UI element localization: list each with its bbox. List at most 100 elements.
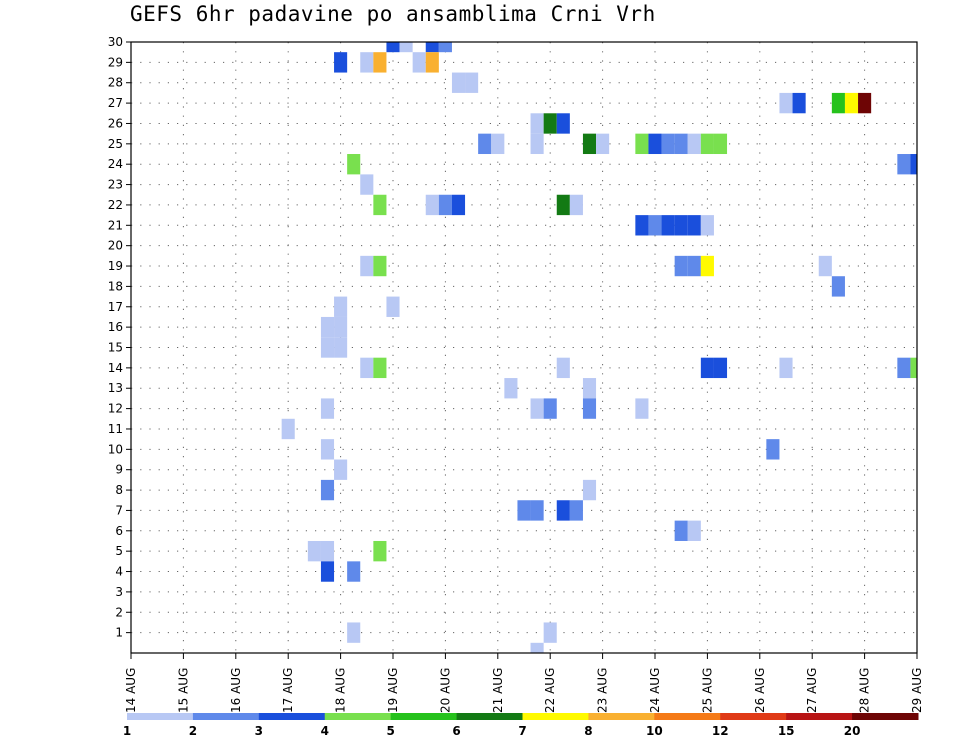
precip-cell <box>320 316 335 338</box>
precip-cell <box>569 500 583 521</box>
y-tick-label: 30 <box>108 35 123 49</box>
precip-cell <box>334 459 348 480</box>
y-tick-label: 21 <box>108 218 123 232</box>
x-axis-labels: 14 AUG 15 AUG 16 AUG 17 AUG 18 AUG 19 AUG 20 A… <box>124 668 924 713</box>
precip-cell <box>582 133 597 155</box>
x-tick-label: 24 AUG <box>648 668 662 713</box>
y-tick-label: 1 <box>115 626 123 640</box>
y-tick-label: 7 <box>115 503 123 517</box>
colorbar-label: 20 <box>844 724 861 738</box>
y-tick-label: 28 <box>108 76 123 90</box>
y-tick-label: 3 <box>115 585 123 599</box>
precip-cell <box>320 479 335 501</box>
precip-cell <box>661 215 675 236</box>
colorbar-labels: 1 2 3 4 5 6 7 8 10 12 15 20 <box>123 724 861 738</box>
y-tick-label: 29 <box>108 55 123 69</box>
precip-cell <box>360 357 374 379</box>
precip-cell <box>530 398 544 419</box>
precip-cell <box>399 42 413 53</box>
chart-title: GEFS 6hr padavine po ansamblima Crni Vrh <box>130 2 656 26</box>
precip-cells <box>281 42 917 653</box>
precip-cell <box>543 622 557 643</box>
precip-cell <box>582 479 597 501</box>
precip-cell <box>438 194 452 216</box>
precip-cell <box>347 561 361 582</box>
precip-cell <box>569 194 583 216</box>
precip-cell <box>373 194 387 216</box>
precip-cell <box>543 113 557 134</box>
precip-cell <box>858 92 872 114</box>
precip-cell <box>438 42 452 53</box>
y-tick-label: 10 <box>108 442 123 456</box>
precip-cell <box>700 215 714 236</box>
precip-cell <box>530 500 544 521</box>
precip-cell <box>556 194 570 216</box>
precip-cell <box>386 296 400 317</box>
y-tick-label: 25 <box>108 137 123 151</box>
precip-cell <box>307 540 321 562</box>
precip-cell <box>360 52 374 73</box>
precip-cell <box>831 276 845 297</box>
colorbar-swatch <box>786 713 853 720</box>
precip-cell <box>320 439 335 460</box>
precip-cell <box>713 133 728 155</box>
y-tick-label: 9 <box>115 463 123 477</box>
precip-cell <box>910 154 917 175</box>
precip-cell <box>687 520 701 541</box>
colorbar-swatch <box>390 713 458 720</box>
x-tick-label: 17 AUG <box>281 668 295 713</box>
y-tick-label: 5 <box>115 544 123 558</box>
x-tick-label: 19 AUG <box>386 668 400 713</box>
precip-cell <box>530 642 544 653</box>
colorbar-label: 5 <box>386 724 394 738</box>
y-tick-label: 24 <box>108 157 123 171</box>
precip-cell <box>334 337 348 358</box>
x-tick-label: 29 AUG <box>910 668 924 713</box>
precip-cell <box>766 439 780 460</box>
plot-frame <box>130 41 918 654</box>
precip-cell <box>530 133 544 155</box>
precip-cell <box>897 357 911 379</box>
precip-cell <box>556 500 570 521</box>
colorbar-swatch <box>852 713 919 720</box>
precip-cell <box>897 154 911 175</box>
precip-cell <box>582 398 597 419</box>
precip-cell <box>347 622 361 643</box>
precip-cell <box>648 215 662 236</box>
precip-cell <box>360 174 374 195</box>
colorbar-label: 3 <box>255 724 263 738</box>
colorbar-swatch <box>324 713 392 720</box>
precip-cell <box>648 133 662 155</box>
x-tick-label: 27 AUG <box>805 668 819 713</box>
precip-cell <box>700 255 714 277</box>
grid-lines <box>131 41 917 653</box>
precip-cell <box>517 500 531 521</box>
precip-cell <box>320 540 335 562</box>
y-tick-label: 20 <box>108 239 123 253</box>
precip-cell <box>844 92 859 114</box>
precip-cell <box>687 215 701 236</box>
x-tick-label: 18 AUG <box>334 668 348 713</box>
precip-cell <box>320 398 335 419</box>
precip-cell <box>661 133 675 155</box>
colorbar-label: 10 <box>646 724 663 738</box>
precip-cell <box>530 113 544 134</box>
y-tick-label: 26 <box>108 116 123 130</box>
colorbar-label: 4 <box>321 724 329 738</box>
colorbar-swatch <box>456 713 523 720</box>
precip-cell <box>582 378 597 399</box>
precip-cell <box>713 357 728 379</box>
y-tick-label: 6 <box>115 524 123 538</box>
precip-cell <box>596 133 610 155</box>
y-tick-label: 17 <box>108 300 123 314</box>
colorbar <box>127 713 919 720</box>
precip-cell <box>556 113 570 134</box>
y-tick-label: 23 <box>108 178 123 192</box>
precip-cell <box>543 398 557 419</box>
y-tick-label: 12 <box>108 402 123 416</box>
precip-cell <box>347 154 361 175</box>
y-tick-label: 8 <box>115 483 123 497</box>
colorbar-swatch <box>258 713 326 720</box>
precip-cell <box>635 398 649 419</box>
